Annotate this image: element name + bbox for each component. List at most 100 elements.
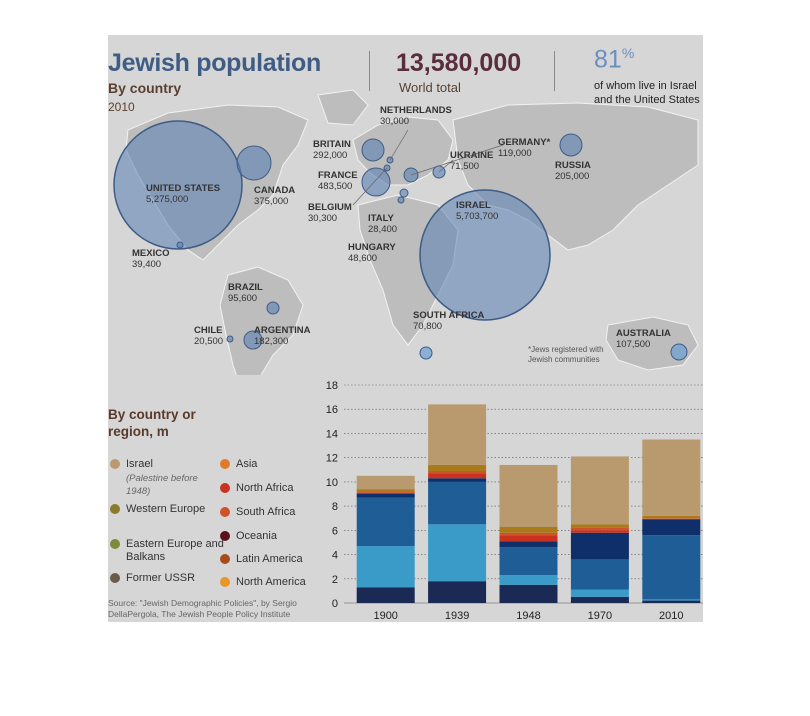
country-label: MEXICO 39,400: [132, 248, 169, 270]
header-divider: [369, 51, 370, 91]
bubble-russia: [559, 133, 583, 157]
bar-segment: [428, 481, 487, 525]
bubble-italy: [397, 196, 405, 204]
legend-label: Latin America: [236, 553, 303, 565]
legend-title: By country or region, m: [108, 407, 196, 439]
bar-segment: [642, 518, 701, 519]
y-tick-label: 4: [332, 550, 338, 562]
subtitle: By country: [108, 80, 182, 96]
world-total-value: 13,580,000: [396, 49, 522, 77]
country-value: 205,000: [555, 171, 590, 182]
legend-label: South Africa: [236, 506, 296, 518]
country-name: NETHERLANDS: [380, 105, 452, 116]
country-name: SOUTH AFRICA: [413, 310, 485, 321]
x-tick-label: 1970: [588, 610, 612, 622]
south-america-shape: [219, 266, 304, 375]
bar-segment: [570, 524, 629, 528]
country-label: ITALY 28,400: [368, 213, 397, 235]
leader-ukraine: [438, 159, 454, 173]
country-name: ARGENTINA: [254, 325, 311, 336]
bar-segment: [499, 535, 558, 542]
legend-label: North America: [236, 576, 306, 588]
legend-label: Israel: [126, 458, 153, 470]
bar-segment: [428, 464, 487, 471]
country-label: CANADA 375,000: [254, 185, 295, 207]
bar-segment: [428, 404, 487, 465]
bar-segment: [499, 532, 558, 536]
page-title: Jewish population: [108, 49, 321, 77]
bubble-argentina: [243, 330, 263, 350]
bar-segment: [570, 532, 629, 560]
bar-segment: [499, 575, 558, 585]
legend-label: Oceania: [236, 530, 277, 542]
bar-segment: [642, 519, 701, 536]
country-value: 5,703,700: [456, 211, 499, 222]
legend-swatch: [220, 531, 230, 541]
x-tick-label: 1939: [445, 610, 469, 622]
bubble-britain: [361, 138, 385, 162]
country-label: BRAZIL 95,600: [228, 282, 263, 304]
bar-segment: [356, 489, 415, 492]
percent-value: 81%: [594, 45, 634, 74]
bar-segment: [428, 473, 487, 479]
bar-segment: [356, 587, 415, 603]
legend-swatch: [220, 507, 230, 517]
bar-segment: [428, 581, 487, 603]
country-value: 5,275,000: [146, 194, 189, 205]
legend-label: Eastern Europe and Balkans: [126, 538, 224, 563]
header-divider: [554, 51, 555, 91]
legend-swatch: [110, 573, 120, 583]
country-label: BRITAIN 292,000: [313, 139, 351, 161]
bar-segment: [642, 535, 701, 600]
legend-label: Asia: [236, 458, 258, 470]
y-tick-label: 2: [332, 574, 338, 586]
bar-segment: [499, 584, 558, 603]
legend-label: North Africa: [236, 482, 294, 494]
y-tick-label: 18: [326, 380, 338, 392]
bubble-france: [361, 167, 391, 197]
legend-swatch: [110, 459, 120, 469]
legend-swatch: [220, 577, 230, 587]
country-label: AUSTRALIA 107,500: [616, 328, 671, 350]
country-name: CHILE: [194, 325, 223, 336]
country-value: 119,000: [498, 148, 532, 159]
bar-segment: [570, 589, 629, 597]
bar-segment: [428, 470, 487, 474]
bubble-canada: [236, 145, 272, 181]
y-tick-label: 8: [332, 501, 338, 513]
country-name: AUSTRALIA: [616, 328, 671, 339]
legend-swatch: [110, 539, 120, 549]
bubble-hungary: [399, 188, 409, 198]
country-name: BRAZIL: [228, 282, 263, 293]
bar-segment: [642, 439, 701, 516]
country-name: BRITAIN: [313, 139, 351, 150]
y-tick-label: 12: [326, 453, 338, 465]
bubble-australia: [670, 343, 688, 361]
country-value: 292,000: [313, 150, 348, 161]
country-label: BELGIUM 30,300: [308, 202, 352, 224]
x-tick-label: 1948: [516, 610, 540, 622]
country-name: RUSSIA: [555, 160, 591, 171]
country-label: SOUTH AFRICA 70,800: [413, 310, 484, 332]
bar-segment: [356, 491, 415, 493]
bar-segment: [499, 464, 558, 527]
bar-segment: [570, 456, 629, 525]
bubble-brazil: [266, 301, 280, 315]
legend-sublabel: (Palestine before 1948): [126, 473, 198, 497]
legend-swatch: [220, 459, 230, 469]
bar-segment: [570, 596, 629, 603]
legend-swatch: [220, 554, 230, 564]
source-note: Source: "Jewish Demographic Policies", b…: [108, 598, 297, 619]
bar-segment: [356, 492, 415, 494]
x-tick-label: 1900: [373, 610, 397, 622]
country-name: ITALY: [368, 213, 394, 224]
country-name: UNITED STATES: [146, 183, 221, 194]
country-label: GERMANY* 119,000: [498, 137, 550, 159]
country-name: ISRAEL: [456, 200, 491, 211]
y-tick-label: 10: [326, 477, 338, 489]
country-value: 39,400: [132, 259, 162, 270]
country-value: 182,300: [254, 336, 289, 347]
bar-segment: [642, 599, 701, 601]
legend-swatch: [110, 504, 120, 514]
country-label: RUSSIA 205,000: [555, 160, 591, 182]
